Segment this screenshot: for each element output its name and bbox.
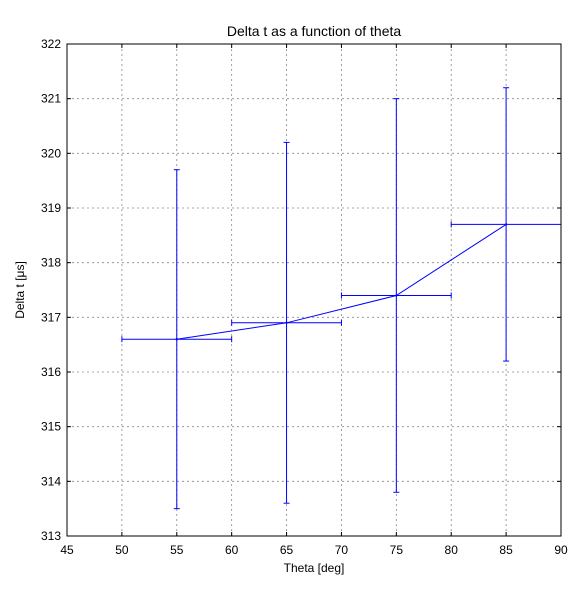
y-tick-label: 315 <box>41 420 61 434</box>
x-tick-label: 60 <box>225 543 239 557</box>
data-point <box>504 223 508 226</box>
y-tick-label: 319 <box>41 201 61 215</box>
x-tick-label: 80 <box>445 543 459 557</box>
x-tick-label: 85 <box>499 543 513 557</box>
y-axis-label: Delta t [μs] <box>13 261 27 319</box>
y-tick-label: 318 <box>41 256 61 270</box>
x-tick-label: 65 <box>280 543 294 557</box>
data-point <box>395 294 398 297</box>
y-tick-label: 313 <box>41 529 61 543</box>
x-tick-label: 55 <box>170 543 184 557</box>
y-tick-label: 314 <box>41 474 61 488</box>
x-axis-label: Theta [deg] <box>284 561 345 575</box>
x-tick-label: 45 <box>60 543 74 557</box>
x-tick-label: 90 <box>554 543 568 557</box>
series-line <box>176 223 507 340</box>
plot-frame <box>66 43 562 537</box>
data-point <box>285 321 288 324</box>
y-tick-label: 321 <box>41 92 61 106</box>
y-tick-label: 320 <box>41 146 61 160</box>
x-tick-label: 70 <box>335 543 349 557</box>
data-point <box>175 338 178 341</box>
y-tick-label: 317 <box>41 310 61 324</box>
data-layer <box>121 87 562 510</box>
ticks: 45 50 55 60 65 70 75 80 85 90 313 314 315 316 317 318 31… <box>41 37 568 557</box>
y-tick-label: 322 <box>41 37 61 51</box>
chart-title: Delta t as a function of theta <box>227 23 402 39</box>
y-tick-label: 316 <box>41 365 61 379</box>
x-tick-label: 50 <box>115 543 129 557</box>
x-tick-label: 75 <box>390 543 404 557</box>
